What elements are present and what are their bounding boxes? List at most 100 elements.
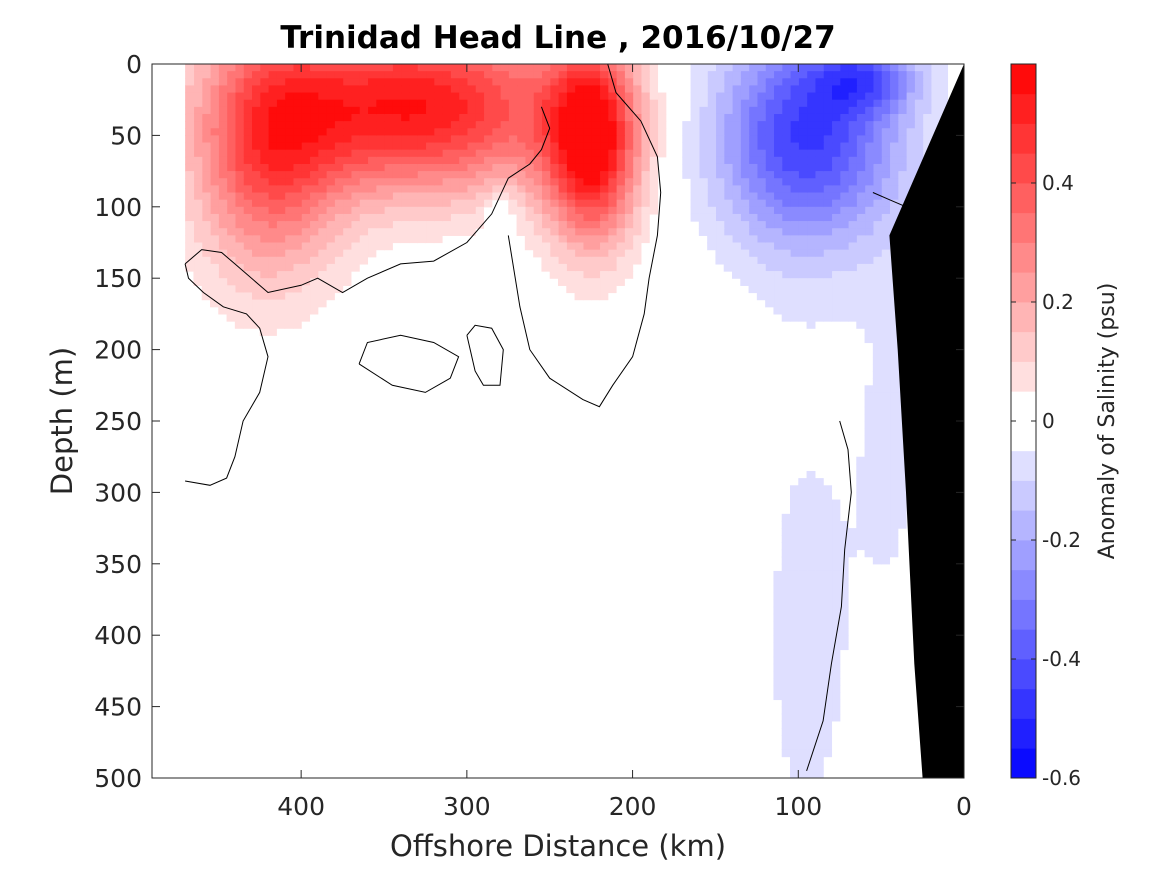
anomaly-cell	[657, 99, 667, 108]
anomaly-cell	[417, 113, 427, 122]
anomaly-cell	[384, 206, 393, 215]
anomaly-cell	[367, 213, 377, 222]
anomaly-cell	[392, 228, 402, 236]
anomaly-cell	[781, 556, 791, 565]
anomaly-cell	[690, 64, 700, 72]
anomaly-cell	[259, 313, 269, 322]
anomaly-cell	[574, 228, 584, 236]
anomaly-cell	[392, 92, 402, 101]
anomaly-cell	[417, 92, 427, 101]
anomaly-cell	[558, 163, 567, 172]
anomaly-cell	[790, 735, 799, 743]
anomaly-cell	[450, 192, 460, 201]
anomaly-cell	[268, 128, 277, 136]
anomaly-cell	[715, 228, 725, 236]
anomaly-cell	[185, 78, 195, 87]
anomaly-cell	[790, 592, 799, 601]
anomaly-cell	[848, 85, 857, 94]
anomaly-cell	[375, 92, 385, 101]
anomaly-cell	[616, 171, 625, 179]
anomaly-cell	[466, 121, 476, 129]
colorbar-segment	[1011, 272, 1036, 303]
anomaly-cell	[806, 570, 816, 579]
anomaly-cell	[872, 335, 882, 344]
anomaly-cell	[798, 528, 808, 536]
anomaly-cell	[823, 128, 833, 136]
anomaly-cell	[806, 628, 816, 636]
anomaly-cell	[881, 342, 891, 351]
anomaly-cell	[342, 135, 352, 144]
anomaly-cell	[483, 85, 493, 94]
anomaly-cell	[301, 178, 311, 186]
anomaly-cell	[740, 271, 750, 279]
anomaly-cell	[839, 628, 849, 636]
anomaly-cell	[856, 99, 866, 108]
anomaly-cell	[881, 313, 891, 322]
anomaly-cell	[632, 221, 642, 229]
anomaly-cell	[259, 149, 269, 158]
anomaly-cell	[433, 128, 443, 136]
anomaly-cell	[897, 513, 907, 522]
anomaly-cell	[400, 221, 410, 229]
anomaly-cell	[210, 235, 219, 244]
anomaly-cell	[566, 99, 576, 108]
anomaly-cell	[500, 71, 509, 79]
anomaly-cell	[384, 85, 393, 94]
anomaly-cell	[839, 185, 849, 194]
anomaly-cell	[814, 149, 824, 158]
anomaly-cell	[425, 206, 435, 215]
anomaly-cell	[218, 92, 228, 101]
anomaly-cell	[715, 235, 725, 244]
anomaly-cell	[508, 199, 518, 208]
anomaly-cell	[268, 249, 277, 258]
anomaly-cell	[806, 642, 816, 651]
anomaly-cell	[226, 221, 236, 229]
anomaly-cell	[839, 635, 849, 643]
anomaly-cell	[922, 71, 932, 79]
anomaly-cell	[798, 256, 808, 265]
anomaly-cell	[872, 313, 882, 322]
anomaly-cell	[516, 156, 526, 165]
anomaly-cell	[218, 163, 228, 172]
anomaly-cell	[400, 178, 410, 186]
anomaly-cell	[566, 221, 576, 229]
anomaly-cell	[326, 263, 335, 272]
anomaly-cell	[541, 149, 551, 158]
anomaly-cell	[616, 278, 625, 286]
anomaly-cell	[839, 285, 849, 294]
anomaly-cell	[574, 213, 584, 222]
anomaly-cell	[798, 713, 808, 722]
anomaly-cell	[433, 78, 443, 87]
anomaly-cell	[881, 263, 891, 272]
anomaly-cell	[516, 64, 526, 72]
anomaly-cell	[193, 256, 203, 265]
anomaly-cell	[309, 149, 319, 158]
anomaly-cell	[549, 256, 559, 265]
anomaly-cell	[773, 213, 783, 222]
anomaly-cell	[317, 156, 327, 165]
anomaly-cell	[549, 135, 559, 144]
anomaly-cell	[558, 242, 567, 251]
anomaly-cell	[475, 128, 485, 136]
anomaly-cell	[268, 185, 277, 194]
anomaly-cell	[450, 213, 460, 222]
anomaly-cell	[864, 470, 874, 479]
anomaly-cell	[616, 228, 625, 236]
anomaly-cell	[798, 678, 808, 686]
anomaly-cell	[375, 199, 385, 208]
anomaly-cell	[806, 735, 816, 743]
anomaly-cell	[334, 78, 344, 87]
anomaly-cell	[872, 520, 882, 529]
anomaly-cell	[218, 178, 228, 186]
anomaly-cell	[384, 171, 393, 179]
anomaly-cell	[317, 113, 327, 122]
anomaly-cell	[210, 163, 219, 172]
anomaly-cell	[342, 71, 352, 79]
anomaly-cell	[500, 64, 509, 72]
anomaly-cell	[367, 171, 377, 179]
anomaly-cell	[856, 213, 866, 222]
anomaly-cell	[831, 249, 841, 258]
anomaly-cell	[558, 156, 567, 165]
anomaly-cell	[765, 235, 775, 244]
anomaly-cell	[549, 228, 559, 236]
